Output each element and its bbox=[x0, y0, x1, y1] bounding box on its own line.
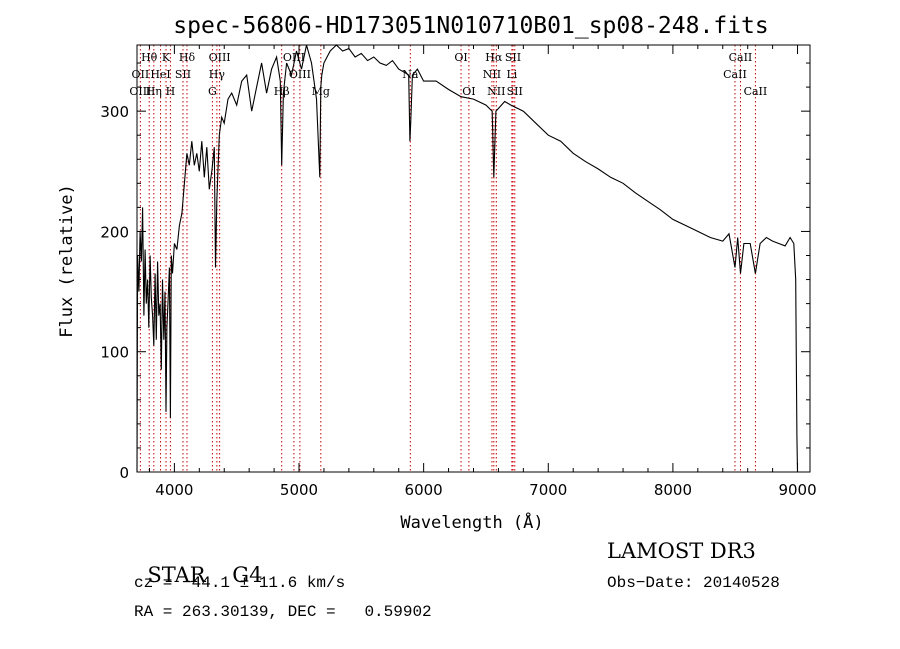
object-subclass: G4 bbox=[232, 563, 263, 587]
line-label-7: SII bbox=[175, 68, 191, 81]
line-label-19: Hα bbox=[485, 51, 503, 64]
line-label-3: OIII bbox=[129, 85, 151, 98]
coordinates: RA = 263.30139, DEC = 0.59902 bbox=[134, 603, 432, 621]
line-label-13: OIII bbox=[289, 68, 311, 81]
x-axis: 4000 5000 6000 7000 8000 9000 bbox=[148, 45, 817, 499]
x-axis-label: Wavelength (Å) bbox=[400, 511, 543, 533]
spectrum-chart: spec-56806-HD173051N010710B01_sp08-248.f… bbox=[57, 13, 817, 533]
y-tick-label-3: 300 bbox=[100, 103, 129, 121]
x-tick-label-0: 4000 bbox=[155, 481, 193, 499]
y-tick-label-0: 0 bbox=[119, 464, 129, 482]
y-axis: 0 100 200 300 bbox=[100, 62, 810, 482]
line-label-22: SII bbox=[505, 51, 521, 64]
spectrum-line bbox=[136, 44, 799, 473]
y-axis-label: Flux (relative) bbox=[57, 184, 77, 338]
line-label-2: OII bbox=[132, 68, 150, 81]
line-label-9: OIII bbox=[209, 51, 231, 64]
line-label-4: K bbox=[162, 51, 171, 64]
line-label-23: Li bbox=[506, 68, 517, 81]
line-label-25: CaII bbox=[729, 51, 753, 64]
line-label-16: Na bbox=[402, 68, 419, 81]
line-label-26: CaII bbox=[723, 68, 747, 81]
line-label-6: H bbox=[166, 85, 176, 98]
line-label-18: OI bbox=[462, 85, 475, 98]
line-label-1: Hη bbox=[146, 85, 162, 98]
y-tick-label-1: 100 bbox=[100, 344, 129, 362]
line-label-20: NII bbox=[483, 68, 501, 81]
line-label-17: OI bbox=[454, 51, 467, 64]
x-tick-label-3: 7000 bbox=[529, 481, 567, 499]
plot-frame bbox=[136, 44, 811, 473]
line-label-0: Hθ bbox=[141, 51, 158, 64]
survey-name: LAMOST DR3 bbox=[607, 539, 756, 563]
line-label-27: CaII bbox=[744, 85, 768, 98]
emission-line-markers bbox=[139, 45, 756, 472]
line-label-10: Hγ bbox=[209, 68, 226, 81]
redshift-velocity: cz = −44.1 ± 11.6 km/s bbox=[134, 574, 346, 592]
line-label-24: SII bbox=[507, 85, 523, 98]
observation-date: Obs−Date: 20140528 bbox=[607, 574, 780, 592]
x-tick-label-2: 6000 bbox=[405, 481, 443, 499]
x-tick-label-4: 8000 bbox=[654, 481, 692, 499]
line-label-8: Hδ bbox=[179, 51, 196, 64]
line-label-11: G bbox=[208, 85, 217, 98]
line-label-21: NII bbox=[487, 85, 505, 98]
y-tick-label-2: 200 bbox=[100, 223, 129, 241]
object-classification: STAR G4 bbox=[134, 539, 262, 587]
line-label-14: Hβ bbox=[274, 85, 290, 98]
object-class: STAR bbox=[147, 563, 206, 587]
x-tick-label-1: 5000 bbox=[280, 481, 318, 499]
chart-title: spec-56806-HD173051N010710B01_sp08-248.f… bbox=[173, 13, 768, 39]
x-tick-label-5: 9000 bbox=[778, 481, 816, 499]
line-label-5: HeI bbox=[150, 68, 170, 81]
